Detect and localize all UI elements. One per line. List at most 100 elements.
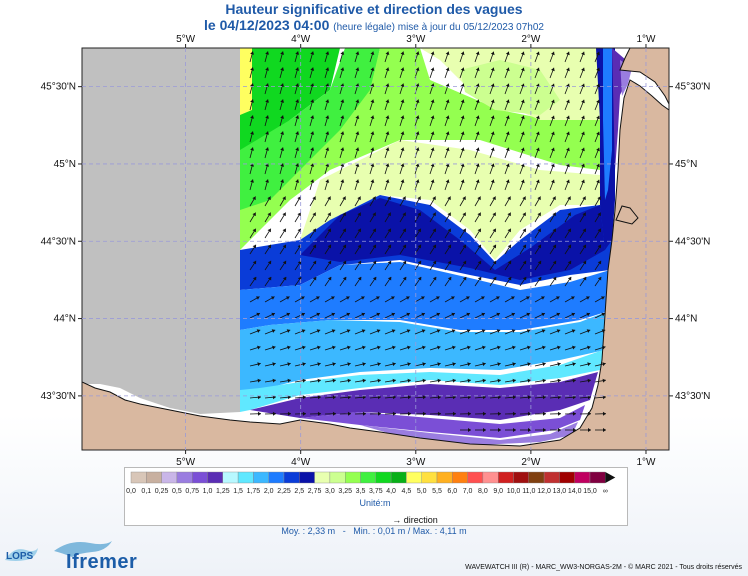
direction-arrow <box>399 179 405 191</box>
direction-arrow <box>429 67 435 79</box>
direction-arrow <box>474 131 480 143</box>
direction-arrow <box>369 362 381 367</box>
direction-arrow <box>444 312 456 319</box>
scale-label: 0,25 <box>155 488 169 495</box>
direction-arrow <box>339 196 346 207</box>
direction-arrow <box>504 296 515 303</box>
scale-label: 4,0 <box>386 488 396 495</box>
unit-label: Unité:m <box>359 498 391 508</box>
direction-arrow <box>294 345 306 351</box>
direction-arrow <box>579 51 585 63</box>
direction-arrow <box>534 395 546 400</box>
direction-arrow <box>489 163 495 175</box>
direction-arrow <box>309 67 315 79</box>
direction-arrow <box>309 345 321 351</box>
direction-arrow <box>249 244 257 255</box>
direction-arrow <box>354 147 360 159</box>
direction-arrow <box>294 131 300 143</box>
direction-arrow <box>444 296 455 303</box>
direction-arrow <box>294 395 306 400</box>
direction-arrow <box>309 131 315 143</box>
direction-arrow <box>564 411 577 416</box>
direction-arrow <box>384 244 392 255</box>
direction-arrow <box>534 329 546 335</box>
direction-arrow <box>309 115 315 127</box>
direction-arrow <box>339 244 347 255</box>
direction-arrow <box>534 212 542 223</box>
direction-arrow <box>594 411 607 416</box>
color-swatch <box>329 471 346 484</box>
direction-arrow <box>399 395 411 400</box>
direction-arrow <box>339 212 347 223</box>
direction-arrow <box>324 312 336 319</box>
direction-arrow <box>264 296 275 303</box>
direction-arrow <box>429 329 441 335</box>
direction-arrow <box>369 99 375 111</box>
direction-arrow <box>474 312 486 319</box>
lat-label-left: 43°30'N <box>41 391 76 402</box>
direction-arrow <box>474 212 482 223</box>
direction-arrow <box>564 196 571 207</box>
direction-arrow <box>264 67 270 79</box>
direction-arrow <box>264 411 277 416</box>
direction-arrow <box>324 115 330 127</box>
direction-arrow <box>549 51 555 63</box>
direction-arrow <box>474 67 480 79</box>
direction-arrow <box>459 244 467 255</box>
axis-ticks: 5°W 5°W 4°W 4°W 3°W 3°W 2°W 2°W 1°W 1°W 45°30'N 45°… <box>41 34 711 468</box>
direction-arrow <box>489 67 495 79</box>
forecast-date: le 04/12/2023 04:00 <box>204 17 330 33</box>
direction-arrow <box>279 345 291 351</box>
direction-arrow <box>279 329 291 335</box>
direction-arrow <box>309 212 317 223</box>
direction-arrow <box>534 179 540 191</box>
direction-arrow <box>324 296 335 303</box>
direction-arrow <box>309 362 321 367</box>
direction-arrow <box>264 378 276 383</box>
direction-arrow <box>339 147 345 159</box>
direction-arrow <box>429 395 441 400</box>
direction-arrow <box>489 362 501 367</box>
color-swatch <box>589 471 606 484</box>
direction-arrow <box>264 312 276 319</box>
direction-arrow <box>324 67 330 79</box>
direction-arrow <box>264 147 270 159</box>
direction-arrow <box>550 428 561 432</box>
direction-arrow <box>264 196 271 207</box>
direction-arrow <box>249 83 255 95</box>
direction-arrow <box>384 378 396 383</box>
direction-arrow <box>429 196 436 207</box>
direction-arrow <box>444 83 450 95</box>
direction-arrow <box>324 345 336 351</box>
direction-arrow <box>444 131 450 143</box>
direction-arrow <box>444 362 456 367</box>
direction-arrow <box>264 329 276 335</box>
ifremer-text: Ifremer <box>66 551 138 573</box>
direction-arrow <box>309 51 315 63</box>
direction-arrow <box>504 99 510 111</box>
direction-arrow <box>279 312 291 319</box>
direction-arrow <box>354 212 362 223</box>
color-swatch <box>130 471 147 484</box>
direction-arrow <box>519 378 531 383</box>
direction-arrow <box>474 296 485 303</box>
direction-arrow <box>549 244 557 255</box>
direction-arrow <box>429 147 435 159</box>
direction-arrow <box>534 51 540 63</box>
scale-label: 15,0 <box>583 488 597 495</box>
scale-label: 7,0 <box>463 488 473 495</box>
direction-arrow <box>264 244 272 255</box>
direction-arrow <box>549 212 557 223</box>
direction-arrow <box>339 378 351 383</box>
direction-arrow <box>354 296 365 303</box>
direction-arrow <box>564 312 576 319</box>
color-swatch <box>237 471 254 484</box>
direction-arrow <box>519 179 525 191</box>
direction-arrow <box>429 115 435 127</box>
direction-arrow <box>594 147 600 159</box>
statistics: Moy. : 2,33 m - Min. : 0,01 m / Max. : 4… <box>0 526 748 536</box>
direction-arrow <box>579 163 585 175</box>
direction-arrow <box>399 296 410 303</box>
scale-label: 1,75 <box>247 488 261 495</box>
